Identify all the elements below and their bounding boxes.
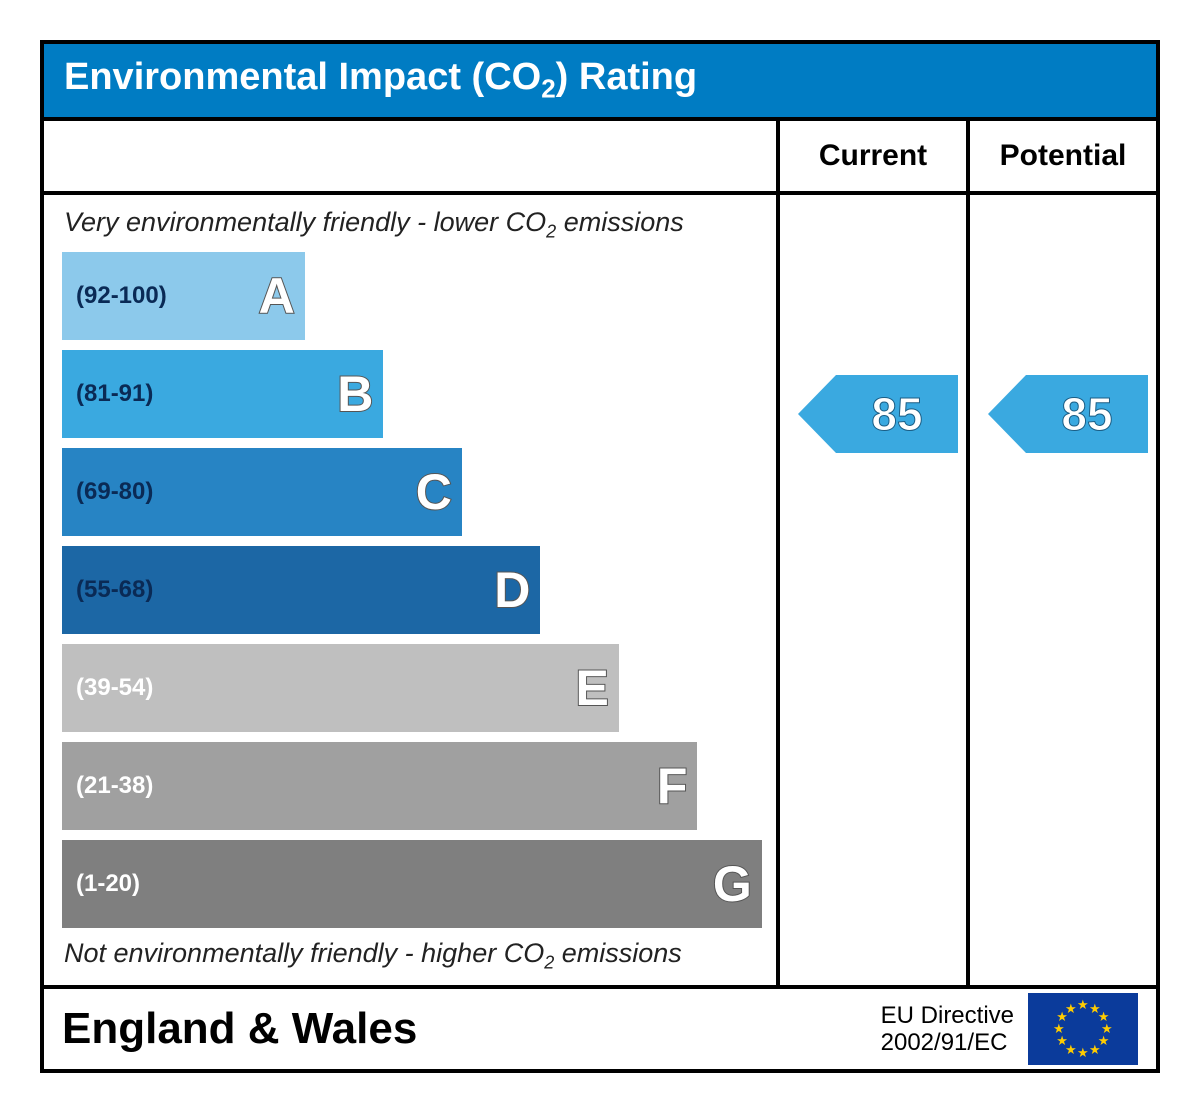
- bottom-caption: Not environmentally friendly - higher CO…: [64, 938, 776, 973]
- band-letter-e: E: [576, 659, 609, 717]
- top-caption: Very environmentally friendly - lower CO…: [64, 207, 776, 242]
- band-range-g: (1-20): [76, 870, 140, 898]
- directive-line2: 2002/91/EC: [881, 1029, 1014, 1057]
- header-blank: [44, 117, 776, 191]
- band-bar-c: (69-80) C: [62, 448, 462, 536]
- band-range-c: (69-80): [76, 478, 153, 506]
- band-bar-d: (55-68) D: [62, 546, 540, 634]
- eu-star: ★: [1077, 1045, 1089, 1061]
- epc-chart: Environmental Impact (CO2) Rating Curren…: [40, 40, 1160, 1073]
- band-row-a: (92-100) A: [62, 252, 776, 340]
- current-arrow-value: 85: [836, 375, 958, 453]
- band-bar-b: (81-91) B: [62, 350, 383, 438]
- band-letter-b: B: [337, 365, 373, 423]
- band-bar-f: (21-38) F: [62, 742, 697, 830]
- chart-title: Environmental Impact (CO2) Rating: [44, 44, 1156, 117]
- chart-grid: Current Potential Very environmentally f…: [44, 117, 1156, 986]
- band-range-e: (39-54): [76, 674, 153, 702]
- band-row-e: (39-54) E: [62, 644, 776, 732]
- header-current: Current: [776, 117, 966, 191]
- band-row-b: (81-91) B: [62, 350, 776, 438]
- region-label: England & Wales: [62, 1004, 417, 1054]
- band-row-g: (1-20) G: [62, 840, 776, 928]
- band-letter-a: A: [259, 267, 295, 325]
- header-potential: Potential: [966, 117, 1156, 191]
- band-bar-a: (92-100) A: [62, 252, 305, 340]
- potential-arrow-value: 85: [1026, 375, 1148, 453]
- potential-column: 85: [966, 191, 1156, 986]
- band-range-b: (81-91): [76, 380, 153, 408]
- band-bar-e: (39-54) E: [62, 644, 619, 732]
- bars-area: Very environmentally friendly - lower CO…: [44, 191, 776, 986]
- band-range-a: (92-100): [76, 282, 167, 310]
- footer: England & Wales EU Directive 2002/91/EC …: [44, 985, 1156, 1069]
- current-column: 85: [776, 191, 966, 986]
- band-letter-d: D: [494, 561, 530, 619]
- eu-star: ★: [1077, 997, 1089, 1013]
- eu-flag-icon: ★★★★★★★★★★★★: [1028, 993, 1138, 1065]
- eu-star: ★: [1065, 1001, 1077, 1017]
- band-row-d: (55-68) D: [62, 546, 776, 634]
- band-row-c: (69-80) C: [62, 448, 776, 536]
- band-letter-g: G: [713, 855, 752, 913]
- footer-right: EU Directive 2002/91/EC ★★★★★★★★★★★★: [881, 993, 1138, 1065]
- band-letter-c: C: [416, 463, 452, 521]
- potential-arrow: 85: [988, 375, 1148, 453]
- band-range-f: (21-38): [76, 772, 153, 800]
- eu-star: ★: [1089, 1042, 1101, 1058]
- directive-line1: EU Directive: [881, 1002, 1014, 1030]
- band-letter-f: F: [657, 757, 688, 815]
- directive-text: EU Directive 2002/91/EC: [881, 1002, 1014, 1057]
- band-bar-g: (1-20) G: [62, 840, 762, 928]
- band-range-d: (55-68): [76, 576, 153, 604]
- band-row-f: (21-38) F: [62, 742, 776, 830]
- current-arrow: 85: [798, 375, 958, 453]
